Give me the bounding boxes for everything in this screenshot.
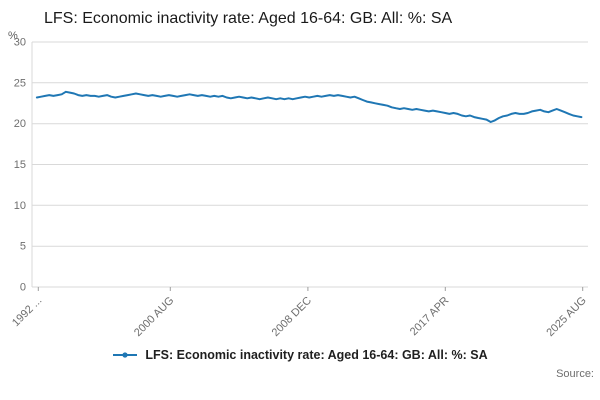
y-tick-label: 15 (14, 159, 26, 171)
x-tick-label: 2025 AUG (544, 295, 588, 339)
x-tick-label: 2008 DEC (270, 295, 314, 339)
y-tick-label: 5 (20, 241, 26, 253)
y-tick-label: 20 (14, 118, 26, 130)
x-tick-label: 2000 AUG (132, 295, 176, 339)
x-tick-label: 2017 APR (408, 295, 452, 339)
legend-label: LFS: Economic inactivity rate: Aged 16-6… (145, 348, 488, 362)
source-label: Source: (556, 368, 594, 380)
legend: LFS: Economic inactivity rate: Aged 16-6… (0, 348, 600, 362)
y-tick-label: 30 (14, 37, 26, 49)
legend-line-marker-icon (113, 352, 138, 358)
y-tick-label: 10 (14, 200, 26, 212)
chart-title: LFS: Economic inactivity rate: Aged 16-6… (44, 10, 453, 27)
data-line (35, 90, 583, 123)
y-tick-label: 25 (14, 77, 26, 89)
y-axis-unit-label: % (8, 30, 18, 42)
chart-svg: % 0 5 10 15 20 25 30 1992 ... 2000 AUG 2008 DEC 201… (8, 30, 589, 339)
x-tick-label: 1992 ... (10, 295, 44, 329)
y-tick-label: 0 (20, 282, 26, 294)
